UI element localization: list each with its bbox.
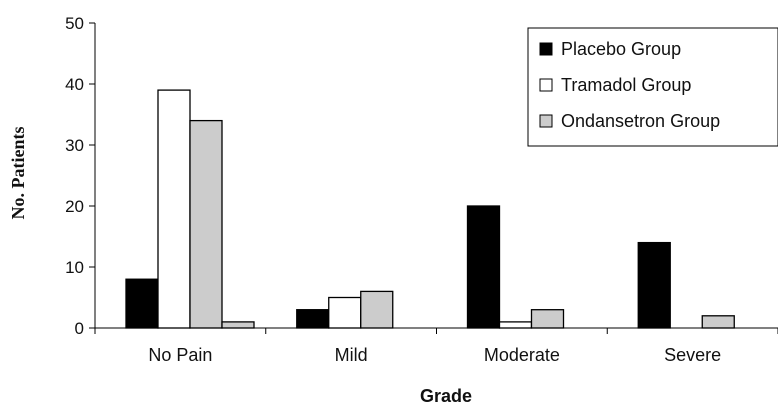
x-tick-label: No Pain (148, 345, 212, 365)
bar (637, 241, 671, 329)
y-axis-label: No. Patients (8, 127, 28, 220)
x-tick-label: Mild (335, 345, 368, 365)
y-tick-label: 10 (65, 258, 84, 277)
bar (360, 290, 394, 329)
legend-label: Ondansetron Group (561, 111, 720, 131)
y-tick-label: 20 (65, 197, 84, 216)
bar (498, 321, 533, 329)
x-tick-label: Moderate (484, 345, 560, 365)
bar (466, 205, 501, 329)
bar (157, 89, 191, 329)
bar (701, 315, 735, 329)
y-axis: 0 10 20 30 40 50 (65, 14, 96, 338)
legend-swatch (539, 78, 553, 92)
bars (125, 89, 735, 329)
legend-swatch (539, 114, 553, 128)
y-tick-label: 50 (65, 14, 84, 33)
x-axis-label: Grade (420, 386, 472, 405)
legend-box (527, 27, 778, 147)
bar (125, 278, 159, 329)
legend-swatch (539, 42, 553, 56)
y-tick-label: 0 (75, 319, 84, 338)
legend-label: Placebo Group (561, 39, 681, 59)
bar (296, 309, 330, 329)
x-tick-label: Severe (664, 345, 721, 365)
bar (189, 119, 223, 329)
y-tick-label: 40 (65, 75, 84, 94)
legend: Placebo Group Tramadol Group Ondansetron G… (527, 27, 778, 147)
y-tick-label: 30 (65, 136, 84, 155)
x-axis: No Pain Mild Moderate Severe (94, 327, 778, 365)
legend-label: Tramadol Group (561, 75, 691, 95)
bar (328, 296, 362, 329)
bar (221, 321, 255, 329)
bar (530, 309, 565, 329)
